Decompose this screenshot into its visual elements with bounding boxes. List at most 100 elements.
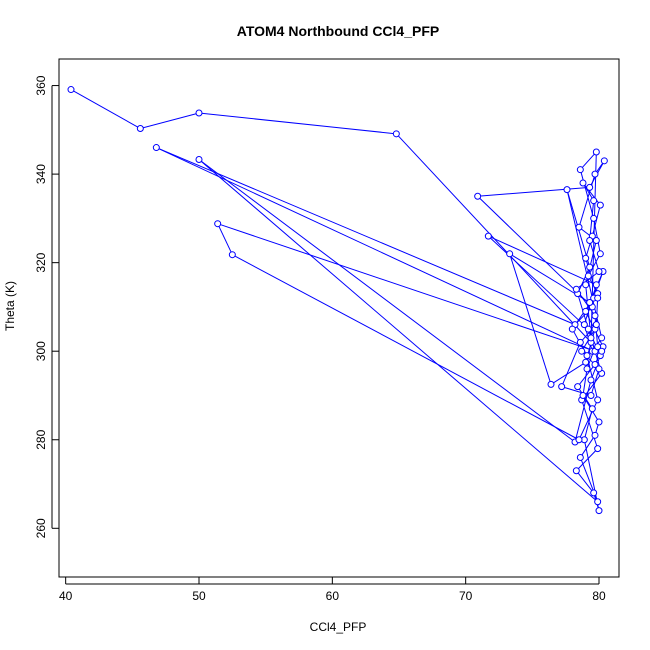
y-tick-label: 260 (34, 518, 48, 538)
data-point (592, 281, 600, 289)
series-line-segment (579, 169, 595, 219)
series-line-segment (581, 399, 599, 449)
data-point (582, 307, 590, 315)
data-point (596, 201, 604, 209)
plot-frame (58, 58, 620, 578)
data-point (587, 334, 595, 342)
series-line-segment (595, 298, 599, 325)
data-point (583, 365, 591, 373)
data-point (576, 166, 584, 174)
series-line-segment (488, 235, 597, 286)
data-point (592, 321, 600, 329)
series-line-segment (156, 147, 594, 352)
data-point (598, 347, 606, 355)
data-point (594, 498, 602, 506)
data-point (591, 312, 599, 320)
data-point (392, 130, 400, 138)
series-line-segment (509, 253, 552, 385)
data-point (563, 186, 571, 194)
data-point (594, 445, 602, 453)
y-tick-label: 320 (34, 252, 48, 272)
data-point (592, 148, 600, 156)
data-point (584, 325, 592, 333)
data-point (600, 157, 608, 165)
series-line-segment (232, 254, 580, 441)
series-line-segment (561, 342, 581, 387)
data-point (506, 250, 514, 258)
y-tick-label: 360 (34, 75, 48, 95)
data-point (582, 281, 590, 289)
x-tick-label: 50 (192, 589, 206, 603)
data-point (591, 170, 599, 178)
series-line-segment (593, 218, 601, 254)
x-tick-label: 70 (459, 589, 473, 603)
data-point (576, 338, 584, 346)
series-line-segment (550, 361, 586, 385)
series-line-segment (582, 182, 601, 206)
data-point (595, 268, 603, 276)
x-tick-label: 40 (59, 589, 73, 603)
x-tick-label: 60 (326, 589, 340, 603)
data-point (228, 251, 236, 259)
series-line-segment (487, 235, 589, 330)
data-point (590, 214, 598, 222)
data-point (547, 380, 555, 388)
data-point (67, 86, 75, 94)
data-point (572, 285, 580, 293)
data-point (474, 192, 482, 200)
x-axis-label: CCl4_PFP (310, 620, 367, 634)
data-point (576, 453, 584, 461)
data-point (586, 263, 594, 271)
data-point (595, 507, 603, 515)
data-point (594, 343, 602, 351)
data-point (580, 321, 588, 329)
x-tick-label: 80 (592, 589, 606, 603)
data-point (594, 396, 602, 404)
series-line-segment (198, 159, 576, 443)
data-point (574, 383, 582, 391)
data-point (583, 352, 591, 360)
data-point (575, 223, 583, 231)
y-tick-label: 280 (34, 429, 48, 449)
data-point (598, 334, 606, 342)
series-line-segment (217, 223, 596, 352)
data-point (195, 156, 203, 164)
data-point (558, 383, 566, 391)
data-point (587, 391, 595, 399)
data-point (591, 431, 599, 439)
y-tick-label: 340 (34, 164, 48, 184)
data-point (582, 358, 590, 366)
data-point (579, 179, 587, 187)
series-line-segment (579, 151, 597, 171)
data-point (568, 325, 576, 333)
data-point (590, 197, 598, 205)
data-point (595, 365, 603, 373)
data-point (575, 436, 583, 444)
data-point (590, 489, 598, 497)
data-point (596, 250, 604, 258)
data-point (214, 220, 222, 228)
series-line-segment (574, 379, 592, 443)
chart-title: ATOM4 Northbound CCl4_PFP (237, 23, 439, 39)
y-axis-label: Theta (K) (3, 281, 17, 331)
data-point (578, 347, 586, 355)
data-point (484, 232, 492, 240)
series-line-segment (70, 89, 141, 129)
series-line-segment (575, 448, 599, 472)
y-tick-label: 300 (34, 341, 48, 361)
series-line-segment (576, 271, 600, 290)
data-point (195, 109, 203, 117)
series-line-segment (575, 470, 595, 494)
data-point (572, 467, 580, 475)
data-point (588, 405, 596, 413)
plot-area: 40 50 60 70 80 260 280 300 320 340 360 (34, 58, 620, 603)
series-line-segment (156, 147, 576, 326)
series-line-segment (477, 186, 590, 197)
series-line-segment (217, 223, 233, 255)
series-line-segment (590, 368, 600, 396)
series-line-segment (198, 112, 397, 135)
data-point (152, 144, 160, 152)
data-point (594, 294, 602, 302)
